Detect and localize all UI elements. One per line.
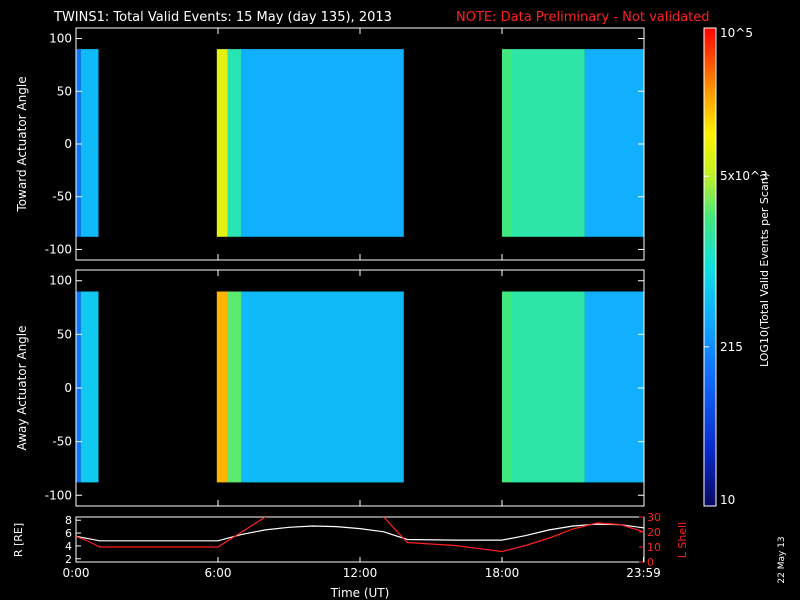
l-shell-tick-label: 0 — [647, 556, 654, 569]
r-tick-label: 6 — [65, 527, 72, 540]
heatmap-cell — [80, 49, 99, 237]
x-tick-label: 23:59 — [626, 566, 661, 580]
y-ticks-away: 100 50 0 -50 -100 — [45, 270, 645, 506]
heatmap-cell — [241, 49, 404, 237]
y-tick-label: -50 — [52, 435, 72, 449]
y-tick-label: 50 — [57, 327, 72, 341]
r-series-line — [76, 523, 644, 542]
heatmap-cell — [241, 291, 404, 483]
y-tick-label: 100 — [49, 274, 72, 288]
heatmap-cells-toward — [76, 49, 644, 237]
r-tick-label: 2 — [65, 553, 72, 566]
heatmap-cell — [511, 291, 585, 483]
y-axis-label-away: Away Actuator Angle — [15, 325, 29, 450]
l-shell-tick-label: 30 — [647, 511, 661, 524]
y-tick-label: -100 — [45, 488, 72, 502]
l-shell-tick-label: 10 — [647, 541, 661, 554]
x-tick-label: 6:00 — [205, 566, 232, 580]
heatmap-cell — [502, 291, 512, 483]
colorbar-tick-label: 5x10^3 — [720, 169, 768, 183]
heatmap-cell — [227, 49, 242, 237]
y-tick-label: 0 — [64, 137, 72, 151]
x-tick-label: 12:00 — [343, 566, 378, 580]
colorbar-label: LOG10(Total Valid Events per Scan) — [758, 173, 771, 367]
heatmap-cell — [80, 291, 99, 483]
x-axis-label: Time (UT) — [330, 586, 390, 600]
y-tick-label: 50 — [57, 84, 72, 98]
y-tick-label: -100 — [45, 242, 72, 256]
colorbar-tick-label: 215 — [720, 340, 743, 354]
y-ticks-toward: 100 50 0 -50 -100 — [45, 28, 645, 260]
colorbar-tick-label: 10^5 — [720, 26, 753, 40]
heatmap-cell — [511, 49, 585, 237]
colorbar-ticks: 10 215 5x10^3 10^5 — [704, 26, 768, 507]
y-tick-label: 100 — [49, 32, 72, 46]
chart-title: TWINS1: Total Valid Events: 15 May (day … — [53, 10, 392, 25]
y-tick-label: -50 — [52, 190, 72, 204]
panel-frame-ephemeris — [75, 516, 645, 563]
heatmap-cells-away — [76, 291, 644, 483]
date-stamp: 22 May 13 — [777, 536, 787, 583]
ephemeris-lines — [76, 517, 644, 553]
r-tick-label: 8 — [65, 514, 72, 527]
heatmap-cell — [76, 291, 81, 483]
r-axis-label: R [RE] — [12, 523, 25, 557]
y-tick-label: 0 — [64, 381, 72, 395]
panel-toward: 100 50 0 -50 -100 Toward Actuator Angle — [15, 27, 645, 261]
colorbar-tick-label: 10 — [720, 493, 735, 507]
l-shell-series-line — [76, 517, 644, 553]
heatmap-cell — [216, 291, 228, 483]
l-shell-axis-label: L Shell — [676, 522, 689, 558]
heatmap-cell — [227, 291, 242, 483]
heatmap-cell — [584, 49, 644, 237]
r-tick-label: 4 — [65, 540, 72, 553]
heatmap-cell — [216, 49, 228, 237]
heatmap-cell — [584, 291, 644, 483]
l-shell-tick-label: 20 — [647, 526, 661, 539]
y-axis-label-toward: Toward Actuator Angle — [15, 76, 29, 212]
x-tick-label: 18:00 — [485, 566, 520, 580]
x-tick-label: 0:00 — [63, 566, 90, 580]
heatmap-cell — [76, 49, 81, 237]
colorbar-gradient — [703, 27, 717, 507]
panel-away: 100 50 0 -50 -100 Away Actuator Angle — [15, 269, 645, 507]
heatmap-cell — [502, 49, 512, 237]
preliminary-note: NOTE: Data Preliminary - Not validated — [456, 10, 710, 25]
colorbar: 10 215 5x10^3 10^5 LOG10(Total Valid Events… — [703, 26, 771, 507]
